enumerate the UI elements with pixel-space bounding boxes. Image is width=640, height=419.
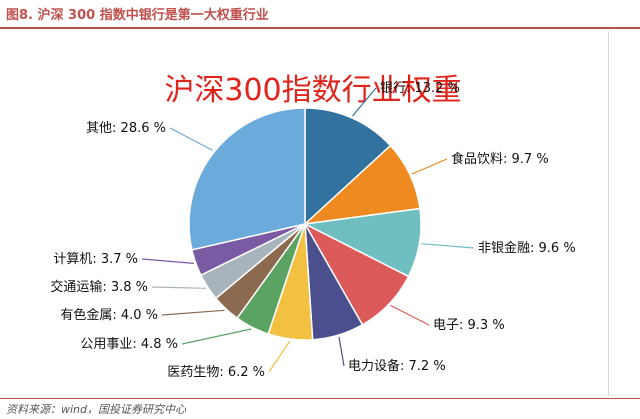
leader-line: [338, 336, 345, 367]
figure-header: 图8. 沪深 300 指数中银行是第一大权重行业: [0, 0, 640, 30]
pie-slice: [304, 107, 392, 226]
leader-line: [268, 340, 291, 373]
chart-title: 沪深300指数行业权重: [164, 73, 462, 108]
slice-data-label: 计算机: 3.7 %: [53, 252, 138, 267]
slice-data-label: 食品饮料: 9.7 %: [451, 151, 549, 167]
leader-line: [390, 304, 430, 326]
leader-line: [352, 87, 377, 117]
figure-caption: 图8. 沪深 300 指数中银行是第一大权重行业: [6, 8, 269, 23]
slice-data-label: 非银金融: 9.6 %: [478, 240, 576, 256]
chart-frame: 沪深300指数行业权重 银行: 13.2 % 食品饮料: 9.7 % 非银金融: 9…: [8, 31, 609, 396]
slice-data-label: 电力设备: 7.2 %: [348, 358, 446, 374]
leader-line: [141, 258, 194, 264]
leader-line: [411, 158, 448, 175]
pie-slice: [188, 107, 306, 251]
leader-line: [421, 243, 475, 249]
pie-chart: 银行: 13.2 % 食品饮料: 9.7 % 非银金融: 9.6 % 电子: 9.3 …: [50, 81, 576, 380]
header-divider: [0, 27, 640, 29]
slice-data-label: 银行: 13.2 %: [380, 81, 460, 96]
slice-data-label: 交通运输: 3.8 %: [50, 279, 148, 295]
leader-line: [161, 309, 225, 316]
leader-line: [181, 328, 252, 345]
slice-data-label: 公用事业: 4.8 %: [80, 337, 178, 352]
footer-divider: [0, 398, 640, 399]
slice-data-label: 医药生物: 6.2 %: [167, 365, 265, 380]
slice-data-label: 其他: 28.6 %: [86, 121, 166, 136]
slice-data-label: 有色金属: 4.0 %: [60, 307, 158, 323]
slice-data-label: 电子: 9.3 %: [433, 318, 505, 333]
figure-footer: 资料来源：wind，国投证券研究中心: [0, 396, 640, 419]
leader-line: [151, 286, 207, 289]
leader-line: [169, 127, 213, 151]
source-note: 资料来源：wind，国投证券研究中心: [6, 403, 187, 416]
